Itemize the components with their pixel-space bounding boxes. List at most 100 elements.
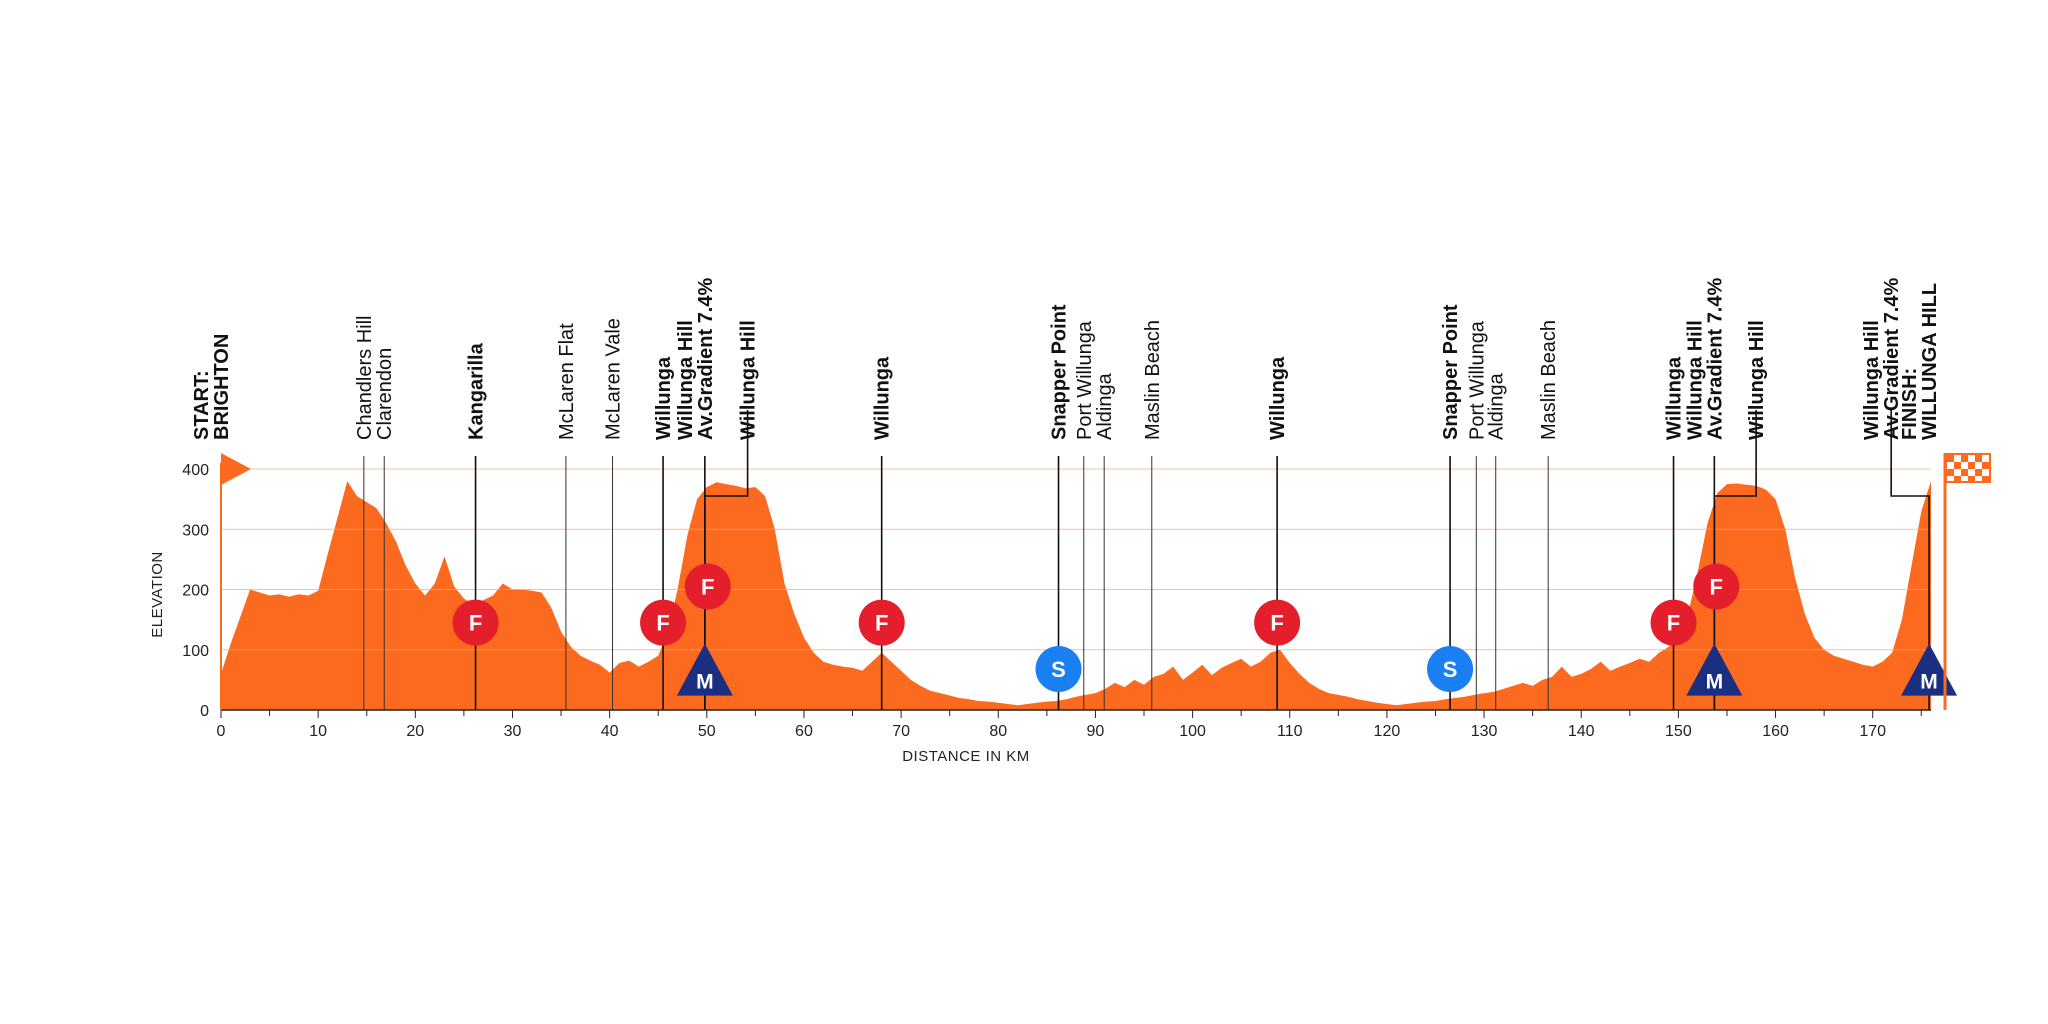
y-tick-label: 300	[182, 522, 209, 539]
finish-flag-square	[1982, 476, 1989, 483]
waypoint-label: Snapper Point	[1049, 304, 1071, 440]
x-tick-label: 130	[1471, 723, 1498, 740]
waypoint-label: FINISH:	[1899, 368, 1921, 440]
sprint-marker	[1254, 599, 1301, 646]
waypoint-label: Av.Gradient 7.4%	[1704, 278, 1726, 440]
waypoint-label: Willunga	[653, 356, 675, 440]
waypoint-label: Av.Gradient 7.4%	[1881, 278, 1903, 440]
waypoint-leader-line	[1890, 410, 1930, 710]
finish-flag-square	[1968, 462, 1975, 469]
points-marker	[1427, 646, 1474, 693]
waypoint-label: Kangarilla	[466, 342, 488, 440]
sprint-marker	[858, 599, 905, 646]
waypoint-label: Willunga	[872, 356, 894, 440]
points-marker	[1035, 646, 1082, 693]
x-tick-label: 120	[1374, 723, 1401, 740]
finish-flag-square	[1954, 462, 1961, 469]
kom-marker-label: M	[1706, 671, 1724, 694]
sprint-marker-label: F	[469, 611, 482, 636]
x-axis-title: DISTANCE IN KM	[902, 748, 1030, 765]
waypoint-label: Willunga Hill	[675, 320, 697, 440]
y-axis-title: ELEVATION	[149, 551, 166, 637]
sprint-marker-label: F	[656, 611, 669, 636]
waypoint-label: Port Willunga	[1074, 320, 1096, 440]
x-tick-label: 150	[1665, 723, 1692, 740]
markers: F F F F F F F M M M S S	[452, 563, 1958, 696]
x-tick-label: 160	[1762, 723, 1789, 740]
sprint-marker	[640, 599, 687, 646]
sprint-marker	[452, 599, 499, 646]
x-tick-label: 0	[217, 723, 226, 740]
waypoint-label: Willunga Hill	[1746, 320, 1768, 440]
waypoint-label: WILLUNGA HILL	[1919, 283, 1941, 440]
waypoint-label: Aldinga	[1094, 372, 1116, 440]
x-tick-label: 60	[795, 723, 813, 740]
flags	[221, 453, 1991, 710]
kom-marker	[676, 643, 733, 696]
waypoint-label: Willunga Hill	[1861, 320, 1883, 440]
axes: 0 10 20 30 40 50 60 70 80 90 100 110 120 130 140 150 160…	[182, 462, 1931, 740]
x-tick-label: 110	[1277, 723, 1303, 740]
finish-flag-icon	[1943, 453, 1991, 710]
elevation-profile	[221, 481, 1931, 710]
x-tick-label: 140	[1568, 723, 1595, 740]
x-tick-label: 50	[698, 723, 716, 740]
waypoint-label: McLaren Flat	[556, 323, 578, 440]
sprint-marker	[1693, 563, 1740, 610]
finish-flag-square	[1975, 455, 1982, 462]
sprint-marker	[1650, 599, 1697, 646]
points-marker-label: S	[1443, 657, 1458, 682]
x-tick-label: 90	[1087, 723, 1105, 740]
waypoint-label: Willunga	[1267, 356, 1289, 440]
waypoint-label: Av.Gradient 7.4%	[695, 278, 717, 440]
x-tick-label: 30	[504, 723, 522, 740]
finish-flag-square	[1947, 455, 1954, 462]
kom-marker	[1901, 643, 1958, 696]
x-tick-label: 100	[1179, 723, 1206, 740]
x-tick-label: 70	[892, 723, 910, 740]
waypoint-label: McLaren Vale	[603, 318, 625, 440]
waypoint-label: Snapper Point	[1440, 304, 1462, 440]
waypoint-label: START:	[191, 370, 213, 440]
y-tick-label: 100	[182, 643, 209, 660]
sprint-marker-label: F	[1710, 574, 1723, 599]
finish-flag-square	[1961, 469, 1968, 476]
y-tick-label: 0	[200, 703, 209, 720]
finish-flag-square	[1982, 462, 1989, 469]
y-tick-label: 400	[182, 462, 209, 479]
kom-marker-label: M	[1920, 671, 1938, 694]
waypoint-label: Willunga Hill	[1684, 320, 1706, 440]
finish-flag-square	[1961, 455, 1968, 462]
x-tick-label: 80	[989, 723, 1007, 740]
x-tick-label: 20	[406, 723, 424, 740]
kom-marker-label: M	[696, 671, 714, 694]
elevation-area	[221, 481, 1931, 710]
finish-flag-square	[1968, 476, 1975, 483]
points-marker-label: S	[1051, 657, 1066, 682]
waypoint-label: Willunga Hill	[738, 320, 760, 440]
waypoint-label: Clarendon	[374, 348, 396, 440]
grid-overlay	[221, 468, 1931, 651]
start-flag-icon	[221, 453, 251, 485]
sprint-marker-label: F	[1667, 611, 1680, 636]
finish-flag-square	[1947, 469, 1954, 476]
waypoint-label: Willunga	[1664, 356, 1686, 440]
waypoint-label: Aldinga	[1486, 372, 1508, 440]
sprint-marker-label: F	[875, 611, 888, 636]
waypoint-label: Chandlers Hill	[354, 316, 376, 441]
x-tick-label: 40	[601, 723, 619, 740]
x-tick-label: 10	[309, 723, 327, 740]
finish-flag-square	[1954, 476, 1961, 483]
y-tick-label: 200	[182, 583, 209, 600]
sprint-marker-label: F	[701, 574, 714, 599]
sprint-marker	[684, 563, 731, 610]
finish-flag-square	[1975, 469, 1982, 476]
kom-marker	[1686, 643, 1743, 696]
sprint-marker-label: F	[1270, 611, 1283, 636]
x-tick-label: 170	[1859, 723, 1886, 740]
waypoint-label: Maslin Beach	[1538, 320, 1560, 440]
waypoint-label: Port Willunga	[1466, 320, 1488, 440]
